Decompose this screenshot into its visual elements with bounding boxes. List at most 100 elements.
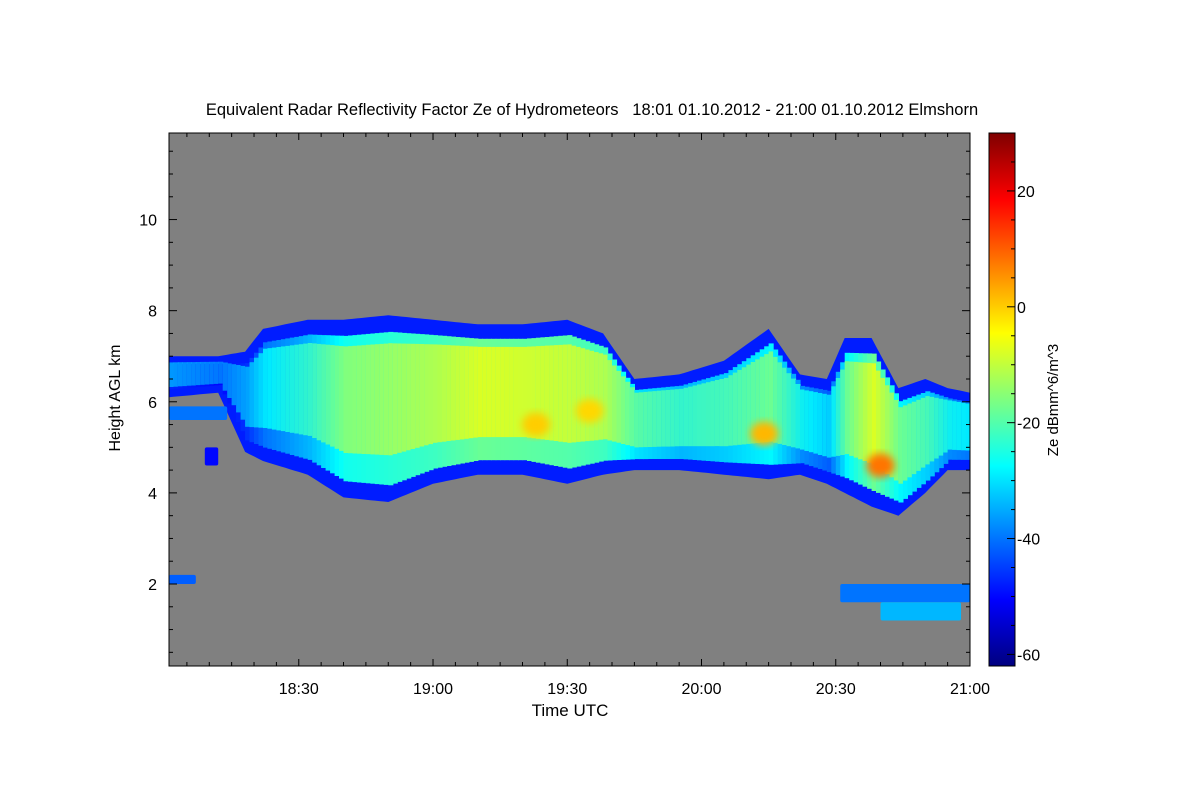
colorbar [988,132,1016,667]
echo-column [692,381,698,460]
echo-column [858,353,864,485]
echo-column [549,336,555,466]
echo-column [204,361,210,387]
y-tick-label: 2 [148,577,157,594]
echo-column [482,338,488,461]
echo-column [348,335,354,482]
echo-column [173,362,179,389]
echo-column [249,357,255,443]
echo-column [647,388,653,459]
echo-column [321,335,327,468]
echo-column [679,385,685,459]
echo-patch [880,602,962,621]
x-tick-label: 20:30 [816,681,856,698]
echo-column [741,361,747,464]
echo-core [521,412,550,437]
echo-column [853,353,859,483]
echo-column [276,340,282,452]
echo-column [222,362,228,395]
echo-column [916,394,922,488]
x-axis: 18:30 19:00 19:30 20:00 20:30 21:00 [186,133,990,698]
echo-column [961,401,967,460]
echo-column [598,345,604,462]
colorbar-tick-label: -40 [1017,532,1040,549]
echo-column [688,383,694,460]
echo-column [683,384,689,460]
echo-column [755,352,761,464]
echo-column [535,337,541,463]
echo-column [795,379,801,464]
echo-patch [204,447,219,466]
echo-column [553,336,559,466]
echo-column [849,352,855,481]
echo-column [634,389,640,460]
echo-patch [169,574,196,584]
x-tick-label: 18:30 [279,681,319,698]
echo-column [777,355,783,465]
echo-column [455,337,461,465]
echo-column [450,336,456,466]
y-axis-label: Height AGL km [107,344,124,451]
echo-column [486,338,492,461]
echo-column [191,362,197,388]
echo-column [947,398,953,460]
x-tick-label: 19:30 [547,681,587,698]
echo-column [356,334,362,483]
x-axis-label: Time UTC [532,701,609,720]
echo-column [867,353,873,489]
echo-column [307,334,313,460]
echo-column [312,334,318,463]
echo-column [728,370,734,463]
echo-column [665,386,671,459]
echo-column [885,377,891,497]
echo-column [186,362,192,388]
echo-column [227,363,233,404]
echo-column [804,386,810,465]
echo-column [670,386,676,459]
echo-column [710,376,716,462]
echo-column [934,394,940,473]
echo-column [365,333,371,484]
echo-column [800,385,806,464]
echo-core [575,398,604,423]
echo-column [844,352,850,479]
echo-column [750,355,756,464]
echo-column [652,388,658,459]
reflectivity-field [169,315,970,621]
y-axis: 2 4 6 8 10 [139,150,970,653]
echo-column [656,387,662,459]
echo-column [938,395,944,469]
echo-column [876,361,882,493]
echo-column [374,333,380,485]
echo-column [943,397,949,464]
colorbar-tick-label: -60 [1017,647,1040,664]
echo-column [437,335,443,468]
echo-column [952,399,958,460]
echo-column [245,363,251,441]
colorbar-ticks: -60 -40 -20 0 20 [1007,132,1040,664]
echo-column [835,371,841,476]
echo-column [907,397,913,496]
echo-column [661,387,667,459]
echo-column [607,353,613,461]
y-tick-label: 6 [148,395,157,412]
echo-core [750,421,779,446]
echo-column [562,335,568,468]
echo-column [813,388,819,468]
echo-column [195,362,201,387]
echo-column [643,389,649,460]
echo-column [956,400,962,460]
echo-column [603,347,609,461]
echo-column [428,334,434,471]
echo-column [491,338,497,461]
echo-column [361,334,367,483]
echo-column [768,343,774,465]
echo-column [746,358,752,464]
echo-column [925,391,931,481]
echo-column [567,335,573,469]
plot-frame [168,132,971,667]
echo-column [773,349,779,465]
echo-column [401,332,407,481]
echo-column [898,401,904,503]
